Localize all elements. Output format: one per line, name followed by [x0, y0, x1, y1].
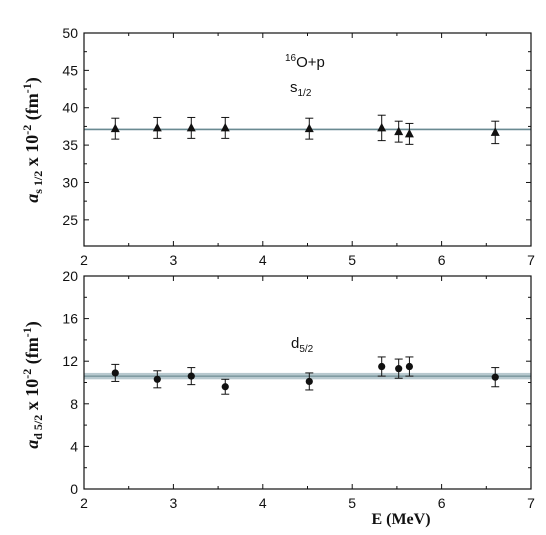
data-point: [111, 363, 120, 382]
triangle-marker: [110, 123, 120, 133]
data-point: [305, 372, 314, 391]
data-point: [377, 356, 386, 377]
data-point: [152, 116, 162, 139]
x-tick-label: 4: [259, 495, 267, 511]
reaction-label-mass-number: 16: [285, 53, 297, 64]
triangle-marker: [490, 127, 500, 136]
x-tick-label: 2: [80, 495, 88, 511]
x-tick-label: 4: [259, 252, 267, 268]
y-axis-title: ad 5/2 x 10-2 (fm-1): [20, 321, 45, 449]
x-tick-label: 7: [527, 495, 535, 511]
circle-marker: [153, 375, 161, 383]
y-tick-label: 4: [70, 438, 78, 454]
data-point: [187, 367, 196, 386]
partial-wave-subscript: 5/2: [299, 344, 313, 355]
y-axis-title-close: ): [22, 77, 43, 83]
reaction-label: 16O+p: [285, 53, 325, 71]
partial-wave-subscript: 1/2: [298, 88, 312, 99]
y-tick-label: 50: [62, 25, 78, 41]
triangle-marker: [220, 122, 230, 132]
y-tick-label: 12: [62, 353, 78, 369]
panel-s-wave: as 1/2 x 10-2 (fm-1) 2 3 4 5 6 7253035404550 …: [20, 25, 535, 268]
x-tick-label: 6: [438, 252, 446, 268]
data-point: [490, 120, 500, 145]
data-point: [404, 122, 414, 145]
y-tick-label: 45: [62, 62, 78, 78]
y-tick-label: 35: [62, 137, 78, 153]
x-tick-label: 5: [348, 495, 356, 511]
data-point: [377, 114, 387, 142]
partial-wave-letter: d: [291, 335, 299, 352]
circle-marker: [187, 372, 195, 380]
y-axis-title-factor: x 10: [22, 135, 42, 171]
y-tick-label: 16: [62, 311, 78, 327]
triangle-marker: [186, 122, 196, 132]
partial-wave-label-d: d5/2: [291, 335, 314, 355]
svg-text:as 1/2 x 10-2 (fm-1): as 1/2 x 10-2 (fm-1): [20, 77, 45, 203]
y-axis-title-subscript: s 1/2: [31, 171, 45, 194]
x-tick-label: 6: [438, 495, 446, 511]
y-axis-title: as 1/2 x 10-2 (fm-1): [20, 77, 45, 203]
data-point: [405, 356, 414, 377]
plot-frame: [83, 275, 532, 490]
ticks: 2 3 4 5 6 7 0 4 8 12 16 20: [62, 268, 535, 511]
y-tick-label: 25: [62, 212, 78, 228]
data-point: [110, 117, 120, 140]
x-tick-label: 3: [170, 495, 178, 511]
circle-marker: [111, 369, 119, 377]
circle-marker: [395, 365, 403, 373]
plot-frame: [83, 32, 532, 247]
y-axis-title-factor: x 10: [22, 379, 42, 415]
triangle-marker: [152, 122, 162, 132]
x-tick-label: 2: [80, 252, 88, 268]
svg-text:ad 5/2 x 10-2 (fm-1): ad 5/2 x 10-2 (fm-1): [20, 321, 45, 449]
data-point: [221, 378, 230, 395]
triangle-marker: [304, 123, 314, 133]
data-points: [110, 114, 500, 145]
circle-marker: [221, 383, 229, 391]
data-point: [153, 370, 162, 389]
data-point: [186, 116, 196, 139]
y-axis-title-unit: (fm: [22, 337, 43, 368]
y-tick-label: 40: [62, 100, 78, 116]
x-tick-label: 5: [348, 252, 356, 268]
y-axis-title-symbol: a: [22, 440, 42, 449]
y-axis-title-unit: (fm: [22, 93, 43, 124]
circle-marker: [405, 362, 414, 371]
x-tick-label: 3: [170, 252, 178, 268]
y-tick-label: 20: [62, 268, 78, 284]
partial-wave-label-s: s1/2: [290, 79, 312, 99]
y-tick-label: 30: [62, 174, 78, 190]
partial-wave-letter: s: [290, 79, 298, 96]
circle-marker: [305, 377, 313, 386]
triangle-marker: [394, 126, 404, 136]
data-point: [304, 117, 314, 140]
data-points: [111, 356, 500, 395]
y-axis-title-subscript: d 5/2: [31, 415, 45, 440]
y-axis-title-unit-exponent: -1: [20, 83, 34, 93]
y-tick-label: 8: [70, 396, 78, 412]
data-point: [394, 120, 404, 143]
circle-marker: [491, 373, 499, 381]
y-tick-label: 0: [70, 481, 78, 497]
circle-marker: [378, 362, 386, 371]
x-axis-title: E (MeV): [371, 511, 430, 528]
y-axis-title-exponent: -2: [20, 369, 34, 379]
data-point: [491, 367, 500, 388]
y-axis-title-unit-exponent: -1: [20, 327, 34, 337]
y-axis-title-close: ): [22, 321, 43, 327]
data-point: [394, 358, 403, 379]
x-tick-label: 7: [527, 252, 535, 268]
y-axis-title-exponent: -2: [20, 125, 34, 135]
triangle-marker: [377, 122, 387, 132]
y-axis-title-symbol: a: [22, 194, 42, 203]
data-point: [220, 116, 230, 139]
triangle-marker: [404, 128, 414, 138]
reaction-label-text: O+p: [296, 54, 325, 71]
